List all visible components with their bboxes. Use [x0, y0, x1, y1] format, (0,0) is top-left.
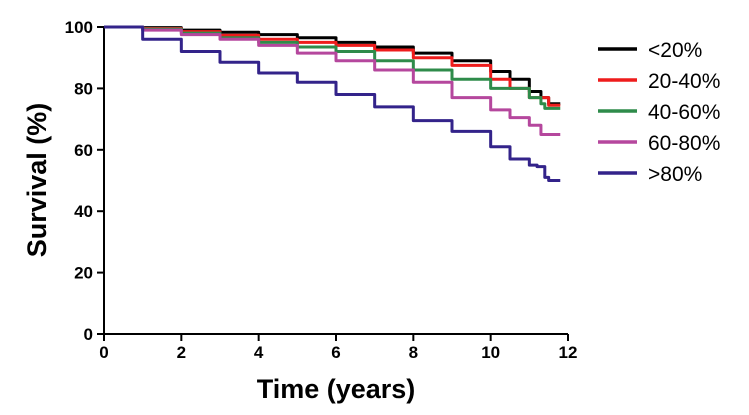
y-axis-label: Survival (%) — [22, 103, 52, 258]
series-line-4 — [104, 25, 561, 182]
legend-label: 40-60% — [648, 101, 720, 124]
legend: <20% 20-40% 40-60% 60-80% >80% — [598, 39, 720, 186]
series-lines — [104, 25, 561, 182]
x-tick-label: 12 — [559, 343, 578, 362]
x-tick-label: 2 — [177, 343, 186, 362]
y-tick-label: 100 — [65, 18, 93, 37]
legend-label: >80% — [648, 163, 702, 186]
series-line-3 — [104, 25, 561, 136]
x-tick-label: 4 — [254, 343, 264, 362]
series-line-2 — [104, 25, 561, 110]
y-tick-label: 40 — [74, 202, 93, 221]
x-tick-label: 8 — [409, 343, 418, 362]
legend-label: 20-40% — [648, 70, 720, 93]
y-tick-label: 0 — [84, 325, 93, 344]
x-tick-label: 10 — [481, 343, 500, 362]
x-tick-label: 0 — [99, 343, 108, 362]
y-tick-label: 20 — [74, 264, 93, 283]
series-line-0 — [104, 25, 561, 106]
y-tick-label: 80 — [74, 79, 93, 98]
y-tick-label: 60 — [74, 141, 93, 160]
x-axis-label: Time (years) — [257, 374, 416, 404]
legend-label: <20% — [648, 39, 702, 62]
x-tick-label: 6 — [331, 343, 340, 362]
axes: 0 2 4 6 8 10 12 0 20 40 60 80 100 — [65, 18, 578, 362]
legend-label: 60-80% — [648, 132, 720, 155]
